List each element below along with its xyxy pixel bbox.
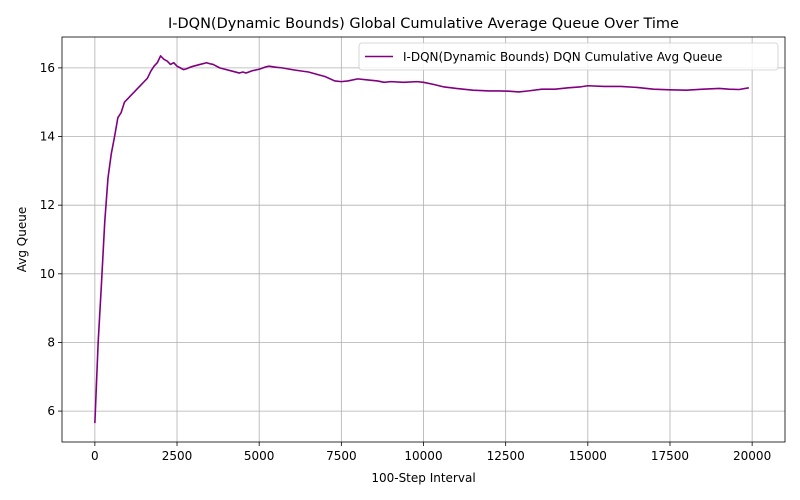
y-tick-label: 16 (40, 61, 55, 75)
x-axis-label: 100-Step Interval (371, 471, 475, 485)
y-tick-label: 14 (40, 130, 55, 144)
x-tick-label: 2500 (162, 449, 193, 463)
x-tick-label: 5000 (244, 449, 275, 463)
x-tick-label: 10000 (404, 449, 442, 463)
y-axis-label: Avg Queue (15, 207, 29, 272)
x-axis-ticks: 0 2500 5000 7500 10000 12500 15000 17500 20000 (91, 442, 771, 463)
legend-box (358, 42, 779, 71)
grid (62, 37, 785, 442)
y-tick-label: 12 (40, 198, 55, 212)
y-tick-label: 6 (47, 404, 55, 418)
legend-label: I-DQN(Dynamic Bounds) DQN Cumulative Avg… (403, 50, 722, 64)
y-axis-ticks: 6 8 10 12 14 16 (40, 61, 62, 418)
x-tick-label: 0 (91, 449, 99, 463)
y-tick-label: 8 (47, 335, 55, 349)
x-tick-label: 20000 (733, 449, 771, 463)
legend: I-DQN(Dynamic Bounds) DQN Cumulative Avg… (358, 42, 779, 71)
x-tick-label: 12500 (487, 449, 525, 463)
chart-title: I-DQN(Dynamic Bounds) Global Cumulative … (168, 16, 679, 32)
x-tick-label: 15000 (569, 449, 607, 463)
series-line (94, 55, 749, 424)
x-tick-label: 7500 (326, 449, 357, 463)
x-tick-label: 17500 (651, 449, 689, 463)
y-tick-label: 10 (40, 267, 55, 281)
